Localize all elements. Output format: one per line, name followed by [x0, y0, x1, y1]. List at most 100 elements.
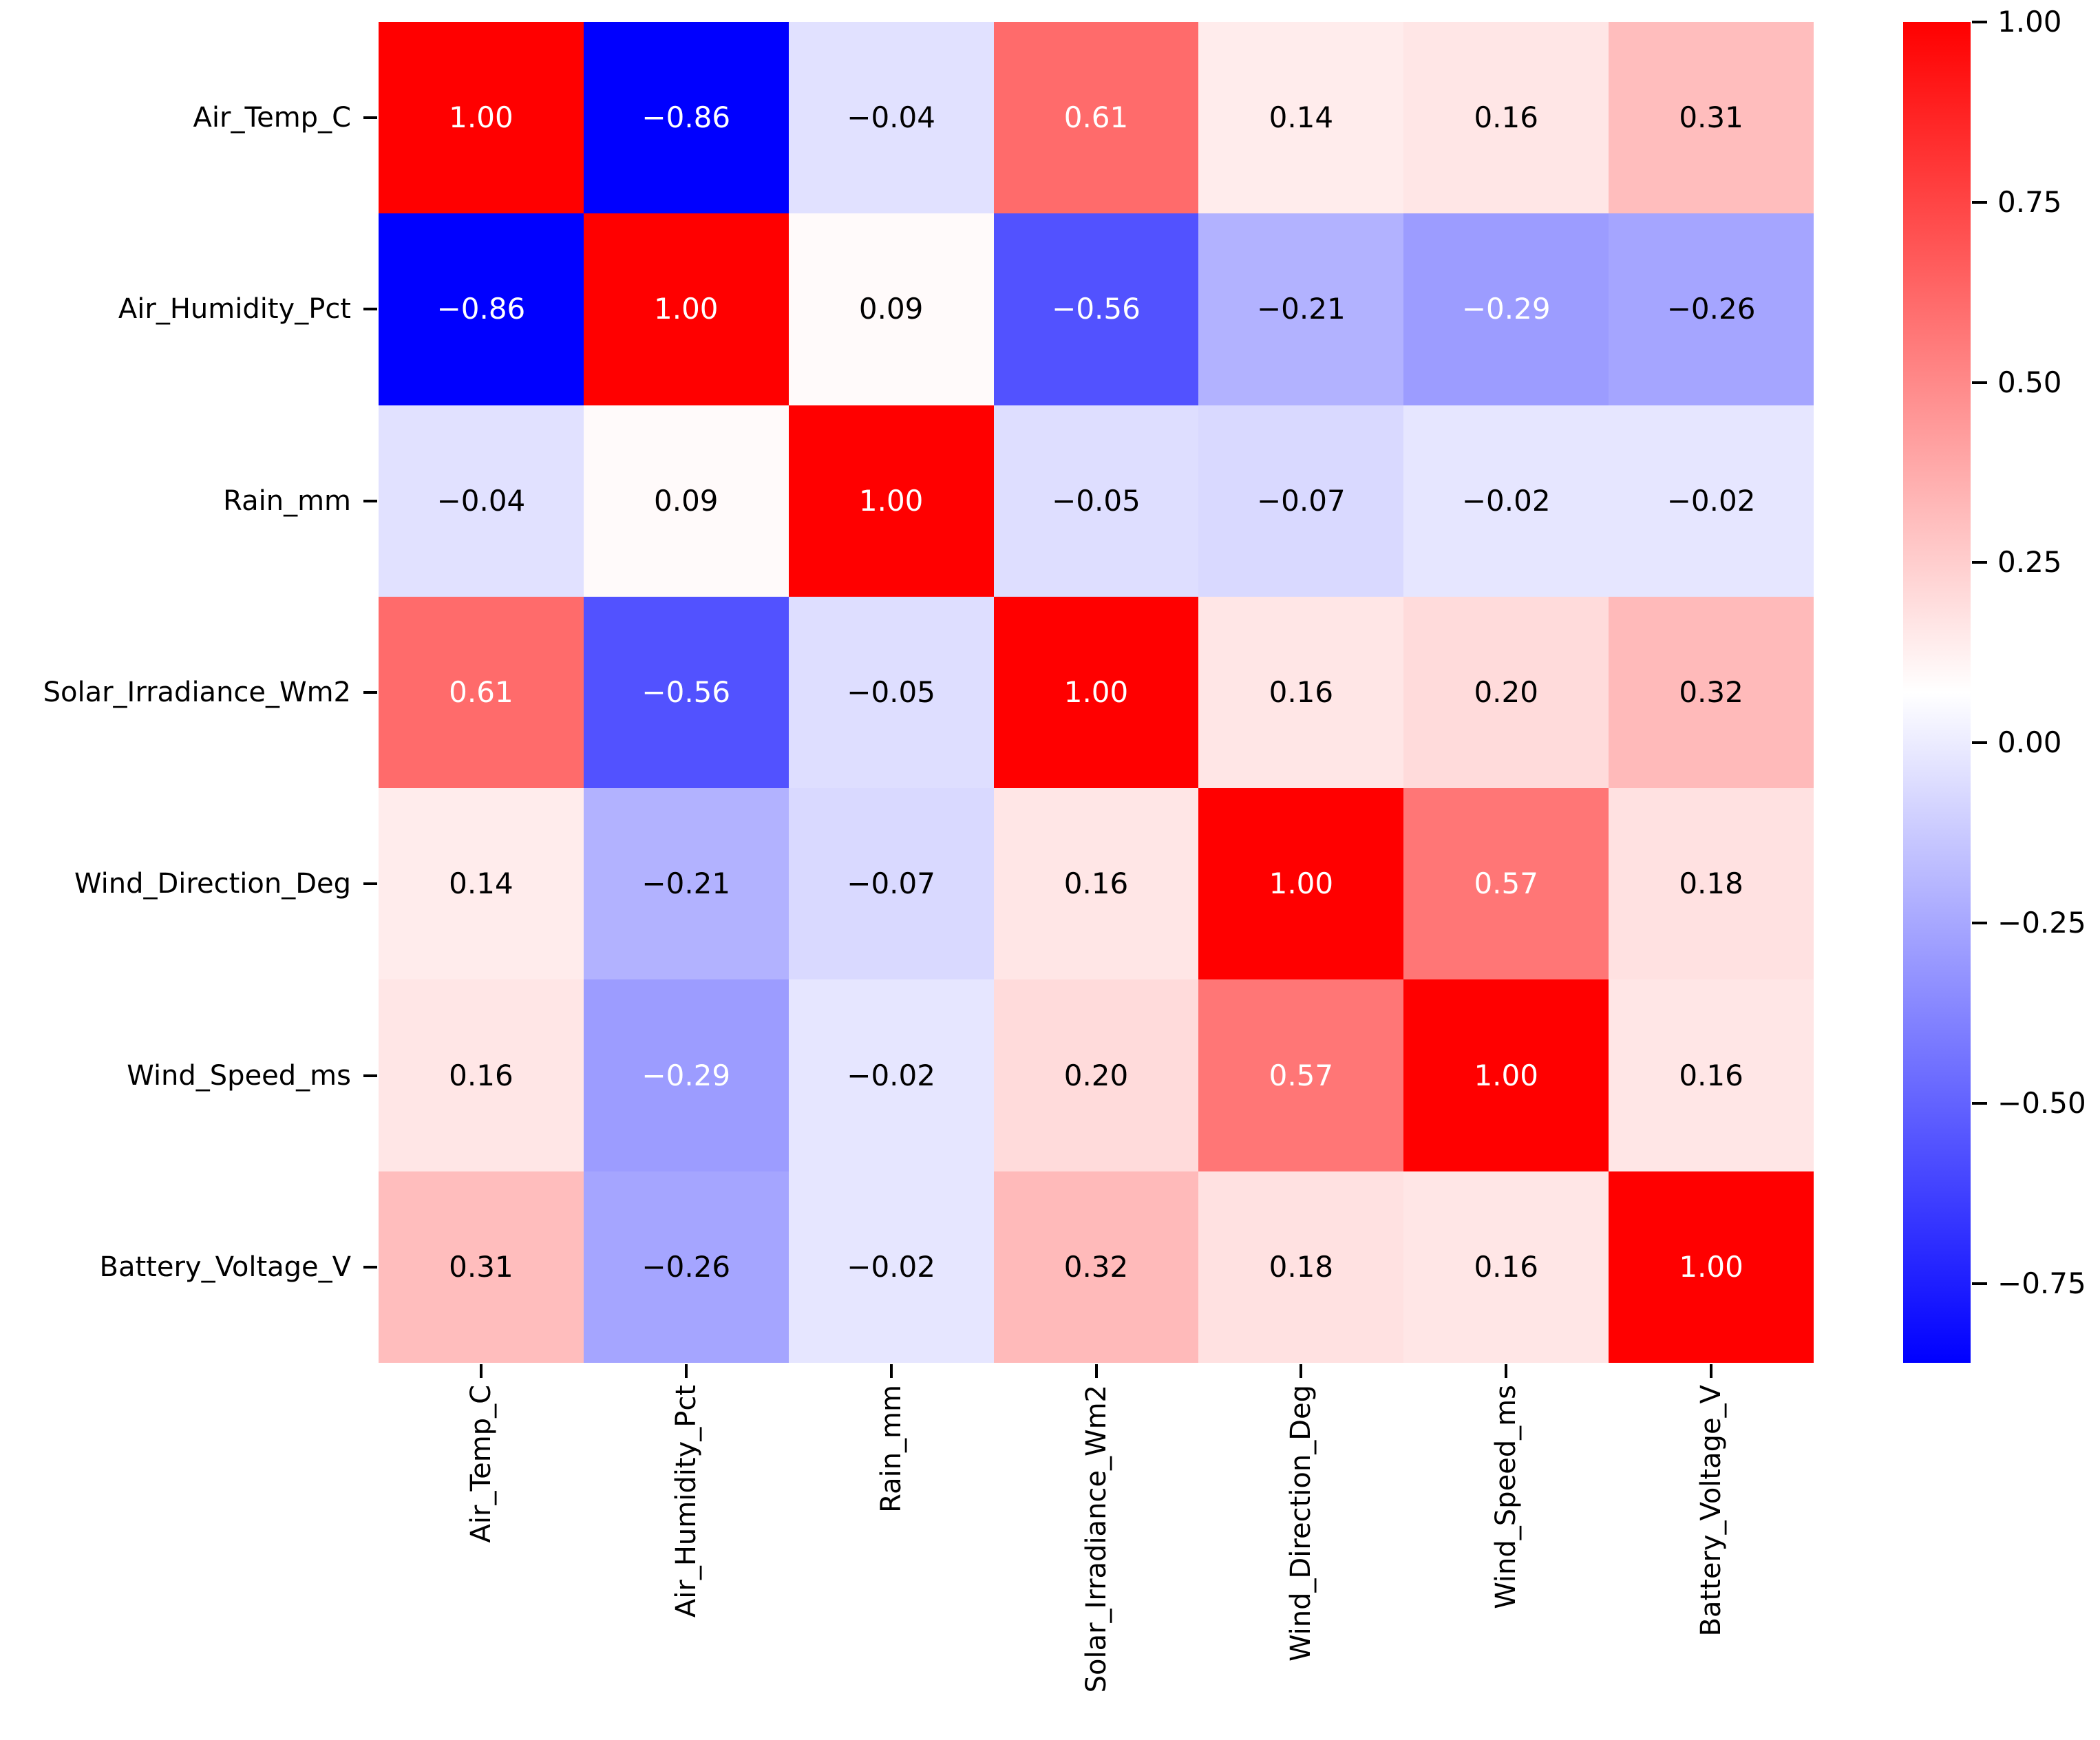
heatmap-cell: 0.16 — [1609, 979, 1814, 1171]
cell-value: 0.16 — [1063, 867, 1129, 901]
cell-value: −0.56 — [641, 675, 731, 709]
cell-value: 0.16 — [1474, 100, 1538, 135]
heatmap-cell: 0.61 — [993, 22, 1199, 214]
heatmap-cell: 0.20 — [993, 979, 1199, 1171]
heatmap-cell: 0.14 — [1198, 22, 1404, 214]
cell-value: 0.14 — [449, 867, 513, 901]
cell-value: −0.21 — [1256, 292, 1346, 326]
y-axis-label: Solar_Irradiance_Wm2 — [43, 677, 351, 708]
heatmap-cell: −0.29 — [583, 979, 789, 1171]
colorbar-tick-mark — [1972, 200, 1987, 204]
x-axis-label: Battery_Voltage_V — [1695, 1385, 1728, 1637]
heatmap-cell: −0.56 — [583, 596, 789, 789]
cell-value: 0.31 — [1679, 100, 1743, 135]
cell-value: −0.02 — [1666, 483, 1756, 518]
cell-value: −0.26 — [1666, 292, 1756, 326]
cell-value: 0.18 — [1679, 867, 1743, 901]
cell-value: 1.00 — [1269, 867, 1334, 901]
cell-value: 0.32 — [1679, 675, 1743, 709]
heatmap-cell: −0.04 — [379, 405, 584, 597]
heatmap-cell: 0.16 — [379, 979, 584, 1171]
heatmap-cell: 0.18 — [1609, 788, 1814, 980]
heatmap-cell: 0.57 — [1198, 979, 1404, 1171]
heatmap-cell: 0.32 — [1609, 596, 1814, 789]
heatmap-cell: 0.16 — [1403, 22, 1609, 214]
heatmap-cell: 0.18 — [1198, 1171, 1404, 1363]
heatmap-cell: −0.02 — [1403, 405, 1609, 597]
x-axis-label: Air_Humidity_Pct — [670, 1385, 702, 1618]
colorbar — [1903, 22, 1971, 1363]
heatmap-cell: 0.16 — [993, 788, 1199, 980]
cell-value: 1.00 — [1063, 675, 1129, 709]
cell-value: 0.14 — [1269, 100, 1334, 135]
colorbar-tick-label: −0.25 — [1997, 906, 2086, 940]
cell-value: −0.07 — [847, 867, 935, 901]
colorbar-tick-mark — [1972, 1101, 1987, 1105]
heatmap-cell: 0.14 — [379, 788, 584, 980]
y-axis-label: Battery_Voltage_V — [99, 1251, 351, 1283]
cell-value: 0.61 — [449, 675, 513, 709]
heatmap-cell: 1.00 — [583, 213, 789, 405]
heatmap-cell: 1.00 — [1609, 1171, 1814, 1363]
heatmap-cell: −0.26 — [1609, 213, 1814, 405]
x-tick-mark — [1300, 1364, 1303, 1378]
cell-value: 0.16 — [1679, 1058, 1743, 1092]
heatmap-cell: 1.00 — [1198, 788, 1404, 980]
x-axis-label: Solar_Irradiance_Wm2 — [1080, 1385, 1112, 1693]
heatmap-cell: 0.16 — [1198, 596, 1404, 789]
colorbar-tick-label: −0.50 — [1997, 1085, 2086, 1120]
cell-value: 0.16 — [1474, 1249, 1538, 1284]
y-tick-mark — [363, 499, 377, 502]
heatmap-cell: 0.61 — [379, 596, 584, 789]
cell-value: 0.31 — [449, 1249, 513, 1284]
heatmap-cell: 1.00 — [993, 596, 1199, 789]
y-tick-mark — [363, 116, 377, 120]
cell-value: 0.20 — [1474, 675, 1538, 709]
cell-value: −0.05 — [847, 675, 935, 709]
x-tick-mark — [1505, 1364, 1508, 1378]
colorbar-tick-label: 0.50 — [1997, 365, 2062, 399]
heatmap-cell: −0.02 — [1609, 405, 1814, 597]
colorbar-tick-mark — [1972, 1282, 1987, 1285]
cell-value: −0.21 — [641, 867, 731, 901]
x-tick-mark — [684, 1364, 688, 1378]
cell-value: 0.18 — [1269, 1249, 1334, 1284]
heatmap-cell: 1.00 — [1403, 979, 1609, 1171]
heatmap-cell: −0.86 — [379, 213, 584, 405]
x-tick-mark — [1094, 1364, 1098, 1378]
x-axis-label: Rain_mm — [875, 1385, 907, 1513]
cell-value: −0.05 — [1052, 483, 1141, 518]
cell-value: −0.29 — [641, 1058, 731, 1092]
colorbar-tick-label: 0.00 — [1997, 725, 2062, 760]
y-axis-label: Wind_Direction_Deg — [74, 868, 351, 900]
y-axis-label: Wind_Speed_ms — [127, 1059, 351, 1092]
cell-value: −0.07 — [1256, 483, 1346, 518]
heatmap-cell: 1.00 — [379, 22, 584, 214]
cell-value: −0.02 — [847, 1249, 935, 1284]
cell-value: 0.16 — [449, 1058, 513, 1092]
heatmap-cell: 0.16 — [1403, 1171, 1609, 1363]
heatmap-cell: −0.02 — [788, 979, 994, 1171]
cell-value: 1.00 — [1474, 1058, 1538, 1092]
y-tick-mark — [363, 308, 377, 311]
cell-value: −0.26 — [641, 1249, 731, 1284]
y-axis-label: Air_Temp_C — [193, 102, 351, 134]
cell-value: 0.32 — [1063, 1249, 1129, 1284]
heatmap-cell: −0.04 — [788, 22, 994, 214]
heatmap-cell: −0.02 — [788, 1171, 994, 1363]
heatmap-cell: 0.57 — [1403, 788, 1609, 980]
y-axis-label: Air_Humidity_Pct — [118, 293, 351, 326]
cell-value: 1.00 — [449, 100, 513, 135]
y-tick-mark — [363, 691, 377, 694]
cell-value: −0.04 — [847, 100, 935, 135]
colorbar-tick-label: 0.25 — [1997, 545, 2062, 580]
colorbar-tick-mark — [1972, 381, 1987, 384]
cell-value: 1.00 — [858, 483, 924, 518]
heatmap-cell: −0.86 — [583, 22, 789, 214]
x-tick-mark — [889, 1364, 893, 1378]
heatmap-cell: 0.32 — [993, 1171, 1199, 1363]
x-axis-label: Wind_Speed_ms — [1490, 1385, 1523, 1609]
cell-value: −0.86 — [641, 100, 731, 135]
x-tick-mark — [1710, 1364, 1713, 1378]
